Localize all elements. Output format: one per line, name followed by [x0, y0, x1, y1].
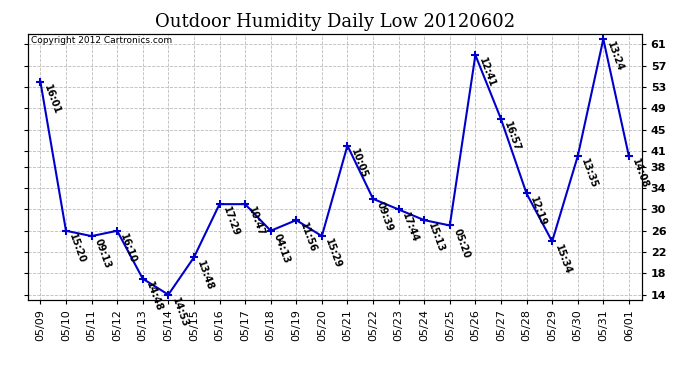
- Text: 14:48: 14:48: [144, 280, 164, 313]
- Text: 15:34: 15:34: [553, 243, 573, 275]
- Text: 17:29: 17:29: [221, 206, 241, 238]
- Text: 17:44: 17:44: [400, 211, 420, 243]
- Text: 13:48: 13:48: [195, 259, 215, 291]
- Title: Outdoor Humidity Daily Low 20120602: Outdoor Humidity Daily Low 20120602: [155, 13, 515, 31]
- Text: 04:13: 04:13: [272, 232, 292, 265]
- Text: 11:56: 11:56: [297, 222, 317, 254]
- Text: 14:53: 14:53: [170, 296, 190, 328]
- Text: 12:19: 12:19: [528, 195, 548, 228]
- Text: 12:41: 12:41: [477, 57, 497, 89]
- Text: 15:20: 15:20: [68, 232, 88, 265]
- Text: 15:13: 15:13: [426, 222, 446, 254]
- Text: 16:01: 16:01: [42, 83, 62, 116]
- Text: 09:13: 09:13: [93, 237, 113, 270]
- Text: 15:29: 15:29: [323, 237, 343, 270]
- Text: 16:10: 16:10: [119, 232, 139, 265]
- Text: 05:20: 05:20: [451, 227, 471, 260]
- Text: 09:39: 09:39: [375, 200, 395, 233]
- Text: 10:05: 10:05: [349, 147, 369, 180]
- Text: 13:35: 13:35: [579, 158, 599, 190]
- Text: Copyright 2012 Cartronics.com: Copyright 2012 Cartronics.com: [30, 36, 172, 45]
- Text: 10:47: 10:47: [246, 206, 266, 238]
- Text: 14:08: 14:08: [630, 158, 651, 190]
- Text: 16:57: 16:57: [502, 120, 522, 153]
- Text: 13:24: 13:24: [604, 40, 624, 73]
